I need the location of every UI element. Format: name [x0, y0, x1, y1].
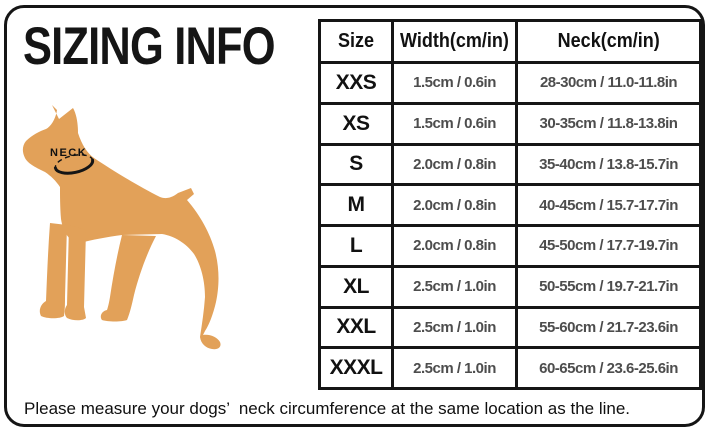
table-row: L 2.0cm / 0.8in 45-50cm / 17.7-19.7in [318, 224, 702, 268]
table-row: M 2.0cm / 0.8in 40-45cm / 15.7-17.7in [318, 183, 702, 227]
neck-cell: 55-60cm / 21.7-23.6in [515, 305, 702, 350]
header-row: Size Width(cm/in) Neck(cm/in) [318, 19, 702, 64]
size-cell: L [318, 224, 394, 268]
dog-front-leg-shape [39, 223, 67, 319]
table-body: XXS 1.5cm / 0.6in 28-30cm / 11.0-11.8in … [318, 61, 702, 390]
width-cell: 2.5cm / 1.0in [391, 305, 518, 350]
table-row: XXXL 2.5cm / 1.0in 60-65cm / 23.6-25.6in [318, 346, 702, 390]
header-width: Width(cm/in) [391, 19, 518, 64]
size-cell: M [318, 183, 394, 227]
width-cell: 2.5cm / 1.0in [391, 264, 518, 309]
neck-measure-line [53, 154, 95, 175]
table-row: XXS 1.5cm / 0.6in 28-30cm / 11.0-11.8in [318, 61, 702, 105]
size-cell: XL [318, 264, 394, 309]
neck-cell: 40-45cm / 15.7-17.7in [515, 183, 702, 227]
width-cell: 1.5cm / 0.6in [391, 101, 518, 146]
size-cell: XS [318, 101, 394, 146]
width-cell: 2.0cm / 0.8in [391, 183, 518, 227]
neck-line-solid [53, 158, 95, 175]
dog-front-leg-far-shape [64, 225, 86, 321]
neck-cell: 45-50cm / 17.7-19.7in [515, 224, 702, 268]
table-row: XXL 2.5cm / 1.0in 55-60cm / 21.7-23.6in [318, 305, 702, 350]
size-cell: S [318, 142, 394, 187]
measurement-note: Please measure your dogs’ neck circumfer… [24, 399, 631, 418]
header-neck: Neck(cm/in) [515, 19, 702, 64]
width-cell: 1.5cm / 0.6in [391, 61, 518, 105]
neck-label: NECK [50, 147, 87, 159]
header-size: Size [318, 19, 394, 64]
size-cell: XXXL [318, 346, 394, 390]
dog-silhouette-svg: NECK [22, 105, 221, 350]
page-title: SIZING INFO [23, 17, 276, 76]
width-cell: 2.0cm / 0.8in [391, 142, 518, 187]
size-cell: XXL [318, 305, 394, 350]
size-cell: XXS [318, 61, 394, 105]
table-row: XS 1.5cm / 0.6in 30-35cm / 11.8-13.8in [318, 101, 702, 146]
sizing-table: Size Width(cm/in) Neck(cm/in) XXS 1.5cm … [318, 19, 702, 390]
table-row: XL 2.5cm / 1.0in 50-55cm / 19.7-21.7in [318, 264, 702, 309]
neck-cell: 30-35cm / 11.8-13.8in [515, 101, 702, 146]
dog-body-shape [22, 105, 221, 350]
dog-rear-leg-shape [100, 235, 156, 322]
dog-illustration: NECK [10, 85, 240, 355]
table-header: Size Width(cm/in) Neck(cm/in) [318, 19, 702, 64]
neck-cell: 35-40cm / 13.8-15.7in [515, 142, 702, 187]
width-cell: 2.5cm / 1.0in [391, 346, 518, 390]
table-row: S 2.0cm / 0.8in 35-40cm / 13.8-15.7in [318, 142, 702, 187]
width-cell: 2.0cm / 0.8in [391, 224, 518, 268]
neck-cell: 28-30cm / 11.0-11.8in [515, 61, 702, 105]
neck-cell: 60-65cm / 23.6-25.6in [515, 346, 702, 390]
page-border [4, 5, 705, 427]
neck-cell: 50-55cm / 19.7-21.7in [515, 264, 702, 309]
